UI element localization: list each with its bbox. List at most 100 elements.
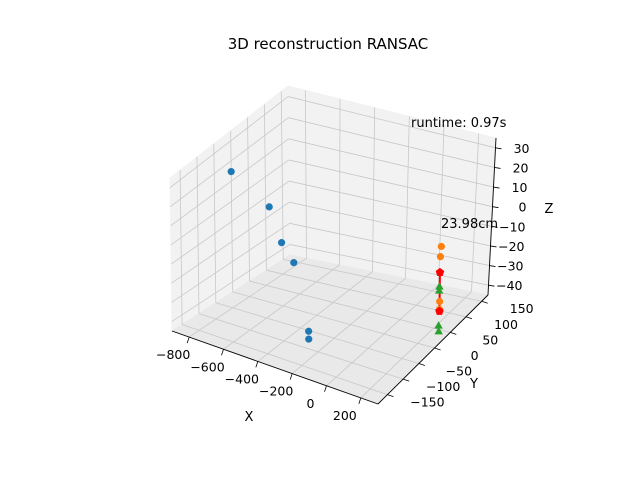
axis-ticks: −800−600−400−2000200−150−100−50050100150…	[156, 137, 534, 423]
y-grid-floor-2	[215, 302, 419, 364]
y-tick-label-1: −100	[426, 379, 460, 394]
z-grid-right-4	[288, 159, 493, 208]
grid-lines	[169, 90, 496, 399]
point-s0-4	[305, 327, 313, 335]
x-grid-wall-3	[405, 116, 410, 279]
y-tick-label-2: −50	[446, 364, 472, 379]
z-grid-right-7	[288, 96, 496, 149]
z-grid-right-2	[289, 201, 491, 247]
point-s0-1	[265, 203, 273, 211]
z-tick-label-6: 20	[513, 160, 529, 175]
chart-title: 3D reconstruction RANSAC	[228, 35, 429, 53]
x-grid-wall-0	[304, 90, 307, 259]
z-grid-right-0	[289, 244, 489, 286]
axes-panes	[169, 84, 497, 405]
y-tick-label-0: −150	[410, 395, 444, 410]
point-s2-2	[434, 321, 443, 329]
y-grid-floor-5	[266, 269, 467, 318]
x-tick-mark-5	[358, 397, 362, 405]
point-s0-5	[305, 335, 313, 343]
x-grid-wall-2	[372, 107, 376, 272]
z-tick-label-1: −30	[497, 259, 523, 274]
y-tick-mark-5	[465, 316, 473, 320]
y-axis-label: Y	[469, 377, 478, 392]
point-s0-2	[277, 239, 286, 247]
y-grid-floor-0	[181, 324, 388, 396]
x-tick-label-0: −800	[156, 347, 190, 362]
y-grid-wall-5	[264, 104, 267, 271]
y-grid-wall-3	[230, 130, 234, 292]
runtime-annotation: runtime: 0.97s	[411, 116, 507, 131]
y-grid-floor-1	[198, 313, 404, 380]
distance-annotation: 23.98cm	[441, 217, 498, 232]
x-tick-mark-2	[255, 361, 259, 368]
x-grid-floor-4	[326, 284, 439, 387]
z-tick-label-2: −20	[498, 239, 524, 254]
y-tick-label-3: 0	[471, 348, 479, 363]
point-s2-1	[434, 286, 444, 294]
y-tick-mark-1	[403, 378, 410, 382]
z-grid-left-3	[170, 180, 290, 265]
z-tick-mark-4	[492, 206, 499, 209]
y-tick-mark-4	[450, 331, 457, 335]
z-grid-left-1	[171, 222, 290, 303]
x-grid-floor-0	[188, 258, 307, 338]
y-tick-label-6: 150	[510, 301, 534, 316]
x-grid-floor-2	[257, 271, 373, 362]
x-grid-floor-1	[223, 264, 340, 350]
x-grid-wall-5	[471, 133, 480, 292]
y-tick-mark-6	[481, 300, 488, 304]
y-tick-mark-0	[387, 394, 394, 398]
point-s1-0	[437, 242, 445, 251]
x-axis-label: X	[245, 410, 254, 425]
x-tick-label-4: 0	[307, 396, 315, 411]
y-axis-line	[377, 294, 489, 405]
point-s2-3	[434, 326, 443, 335]
y-grid-wall-1	[196, 156, 200, 314]
z-tick-mark-0	[488, 284, 495, 287]
z-grid-left-5	[170, 138, 289, 227]
x-tick-label-5: 200	[333, 408, 357, 423]
point-s2-0	[435, 282, 444, 290]
y-grid-floor-3	[232, 291, 435, 349]
y-tick-mark-2	[418, 363, 425, 366]
z-tick-mark-5	[493, 186, 500, 189]
point-s1-1	[436, 253, 445, 261]
x-grid-floor-5	[360, 291, 472, 399]
z-grid-left-2	[171, 201, 290, 284]
y-grid-wall-4	[247, 117, 250, 282]
x-tick-label-1: −600	[190, 359, 224, 374]
z-axis-label: Z	[545, 202, 554, 217]
x-tick-label-2: −400	[225, 371, 259, 386]
z-grid-right-1	[289, 222, 490, 266]
point-s0-3	[290, 259, 298, 267]
z-grid-right-5	[288, 138, 494, 188]
y-tick-label-4: 50	[482, 332, 498, 347]
y-tick-label-5: 100	[494, 317, 518, 332]
z-axis-line	[487, 137, 497, 296]
z-tick-mark-2	[490, 245, 497, 248]
x-tick-mark-3	[289, 373, 293, 380]
z-tick-mark-7	[495, 147, 502, 150]
y-grid-floor-6	[283, 258, 482, 302]
z-tick-label-3: −10	[499, 219, 525, 234]
point-s3-0	[435, 267, 445, 277]
z-tick-mark-6	[494, 167, 501, 169]
y-grid-wall-0	[179, 170, 183, 325]
x-tick-mark-0	[186, 336, 190, 344]
z-grid-right-6	[288, 117, 495, 168]
y-grid-floor-4	[249, 280, 451, 333]
z-grid-right-3	[289, 180, 492, 227]
z-tick-label-5: 10	[512, 180, 528, 195]
x-axis-line	[171, 330, 379, 405]
z-tick-label-7: 30	[514, 141, 530, 156]
y-grid-wall-2	[213, 143, 217, 303]
z-tick-label-4: 0	[519, 200, 527, 215]
x-tick-label-3: −200	[259, 384, 293, 399]
z-tick-label-0: −40	[496, 278, 522, 293]
x-tick-mark-1	[221, 349, 224, 356]
z-tick-mark-3	[491, 225, 498, 228]
z-grid-left-4	[170, 159, 290, 246]
